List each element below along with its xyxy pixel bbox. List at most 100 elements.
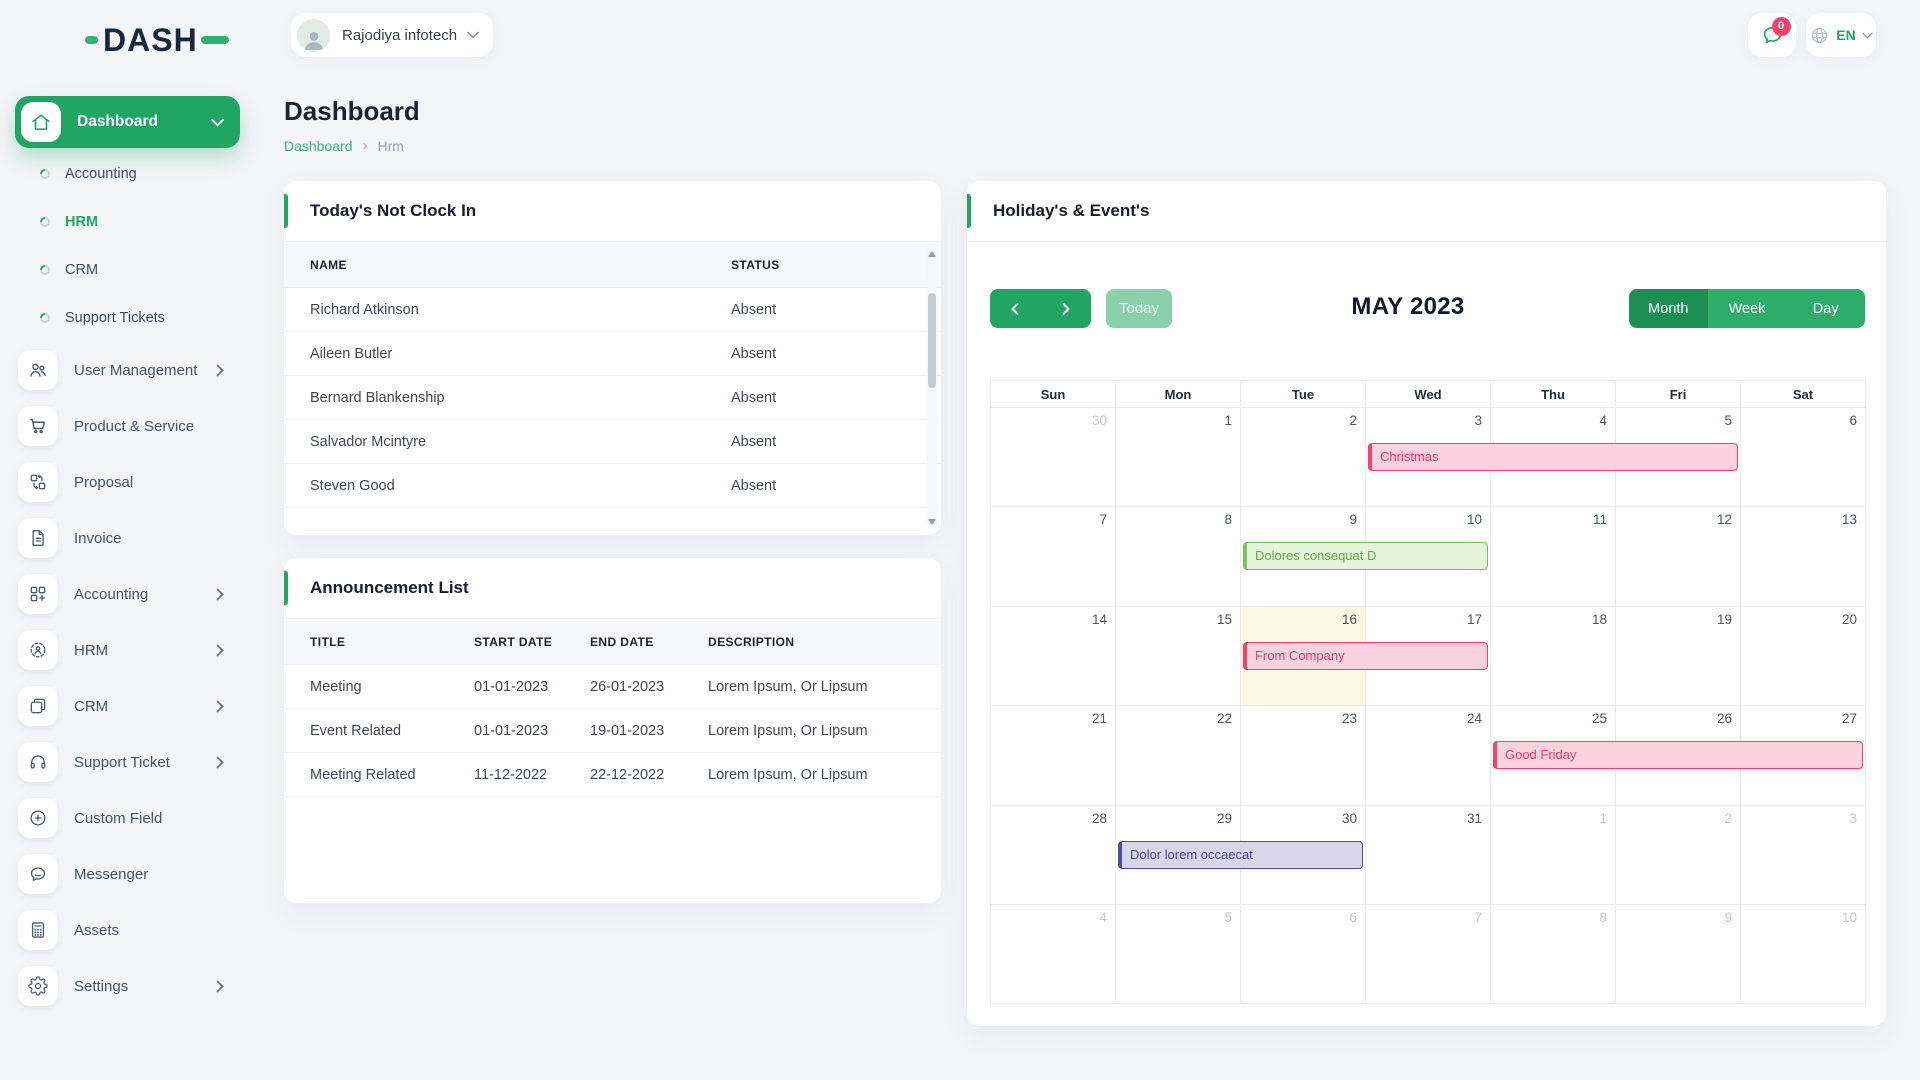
status-value: Absent bbox=[731, 345, 777, 362]
breadcrumb-dashboard-link[interactable]: Dashboard bbox=[284, 137, 353, 154]
sidebar-item-accounting[interactable]: Accounting bbox=[0, 566, 262, 622]
swap-boxes-icon bbox=[30, 474, 46, 490]
calendar-week-row: 21 22 23 24 25 26 27 Good Friday bbox=[991, 706, 1866, 806]
sidebar-item-crm-sub[interactable]: CRM bbox=[0, 246, 262, 294]
calendar-day-cell[interactable]: 4 bbox=[991, 904, 1116, 1005]
sidebar-item-label: HRM bbox=[65, 214, 99, 230]
calendar-event-christmas[interactable]: Christmas bbox=[1367, 443, 1738, 471]
card-title: Today's Not Clock In bbox=[310, 201, 477, 220]
calendar-day-cell[interactable]: 19 bbox=[1616, 606, 1741, 707]
sidebar-item-label: Proposal bbox=[74, 473, 134, 491]
calendar-week-row: 4 5 6 7 8 9 10 bbox=[991, 904, 1866, 1005]
sidebar-item-support-ticket[interactable]: Support Ticket bbox=[0, 734, 262, 790]
calendar-day-cell[interactable]: 14 bbox=[991, 606, 1116, 707]
sidebar-item-label: Dashboard bbox=[77, 113, 158, 130]
calendar-day-cell[interactable]: 31 bbox=[1366, 805, 1491, 905]
calendar-day-cell[interactable]: 8 bbox=[1116, 507, 1241, 607]
logo-accent-dash bbox=[200, 36, 229, 44]
vertical-scrollbar[interactable] bbox=[927, 247, 937, 529]
calendar-day-cell[interactable]: 8 bbox=[1491, 904, 1616, 1005]
scrollbar-down-arrow[interactable] bbox=[928, 519, 936, 525]
calendar-day-cell[interactable]: 20 bbox=[1741, 606, 1866, 707]
view-week-button[interactable]: Week bbox=[1707, 289, 1787, 328]
weekday-label: Mon bbox=[1116, 381, 1241, 408]
sidebar-item-assets[interactable]: Assets bbox=[0, 902, 262, 958]
company-selector[interactable]: Rajodiya infotech bbox=[291, 13, 494, 57]
view-day-button[interactable]: Day bbox=[1786, 289, 1865, 328]
calendar-day-cell[interactable]: 9 bbox=[1616, 904, 1741, 1005]
sidebar-item-support-tickets-sub[interactable]: Support Tickets bbox=[0, 294, 262, 342]
calendar-day-cell[interactable]: 11 bbox=[1491, 507, 1616, 607]
logo-accent-dot bbox=[85, 36, 98, 44]
sidebar-item-messenger[interactable]: Messenger bbox=[0, 846, 262, 902]
today-button[interactable]: Today bbox=[1106, 289, 1172, 328]
column-header-name: NAME bbox=[310, 257, 347, 272]
calendar-day-cell[interactable]: 24 bbox=[1366, 706, 1491, 806]
calendar-day-cell[interactable]: 17 bbox=[1366, 606, 1491, 707]
chevron-right-icon bbox=[1062, 302, 1070, 315]
calendar-day-cell[interactable]: 15 bbox=[1116, 606, 1241, 707]
calendar-day-cell[interactable]: 1 bbox=[1491, 805, 1616, 905]
column-header-description: DESCRIPTION bbox=[708, 634, 795, 649]
card-header: Today's Not Clock In bbox=[284, 181, 941, 242]
calendar-event-from-company[interactable]: From Company bbox=[1242, 641, 1488, 670]
calendar-day-cell[interactable]: 10 bbox=[1741, 904, 1866, 1005]
next-month-button[interactable] bbox=[1041, 289, 1092, 328]
sidebar-item-user-management[interactable]: User Management bbox=[0, 342, 262, 398]
sidebar-item-product-service[interactable]: Product & Service bbox=[0, 398, 262, 454]
sidebar-item-proposal[interactable]: Proposal bbox=[0, 454, 262, 510]
calendar-day-cell[interactable]: 6 bbox=[1241, 904, 1366, 1005]
calendar-day-cell[interactable]: 10 bbox=[1366, 507, 1491, 607]
sidebar-item-hrm[interactable]: HRM bbox=[0, 622, 262, 678]
calendar-day-cell[interactable]: 5 bbox=[1616, 408, 1741, 508]
calendar-day-cell[interactable]: 23 bbox=[1241, 706, 1366, 806]
calendar-day-cell[interactable]: 13 bbox=[1741, 507, 1866, 607]
scrollbar-thumb[interactable] bbox=[928, 293, 936, 388]
prev-month-button[interactable] bbox=[990, 289, 1041, 328]
calendar-day-cell[interactable]: 5 bbox=[1116, 904, 1241, 1005]
calendar-day-cell[interactable]: 27 bbox=[1741, 706, 1866, 806]
calendar-day-cell[interactable]: 12 bbox=[1616, 507, 1741, 607]
document-icon bbox=[32, 530, 44, 546]
calendar-day-cell[interactable]: 22 bbox=[1116, 706, 1241, 806]
bullet-icon bbox=[37, 214, 53, 230]
card-title: Holiday's & Event's bbox=[993, 201, 1150, 220]
calendar-day-cell[interactable]: 30 bbox=[991, 408, 1116, 508]
sidebar-item-accounting-sub[interactable]: Accounting bbox=[0, 150, 262, 198]
table-row: Salvador Mcintyre Absent bbox=[284, 420, 941, 464]
calendar-day-cell[interactable]: 2 bbox=[1616, 805, 1741, 905]
chevron-right-icon bbox=[216, 980, 224, 993]
calendar-day-cell[interactable]: 7 bbox=[991, 507, 1116, 607]
calendar-day-cell[interactable]: 1 bbox=[1116, 408, 1241, 508]
calendar-event-dolor[interactable]: Dolor lorem occaecat bbox=[1117, 840, 1363, 869]
view-month-button[interactable]: Month bbox=[1629, 289, 1708, 328]
sidebar-item-settings[interactable]: Settings bbox=[0, 958, 262, 1014]
messages-button[interactable]: 0 bbox=[1748, 13, 1796, 57]
sidebar-item-dashboard[interactable]: Dashboard bbox=[15, 96, 240, 148]
calendar-day-cell[interactable]: 21 bbox=[991, 706, 1116, 806]
calendar-day-cell[interactable]: 2 bbox=[1241, 408, 1366, 508]
sidebar-item-crm[interactable]: CRM bbox=[0, 678, 262, 734]
user-silhouette-icon bbox=[304, 31, 323, 50]
calendar-day-cell[interactable]: 18 bbox=[1491, 606, 1616, 707]
language-code: EN bbox=[1836, 27, 1856, 43]
calendar-day-cell[interactable]: 28 bbox=[991, 805, 1116, 905]
calendar-event-good-friday[interactable]: Good Friday bbox=[1492, 741, 1863, 770]
card-title: Announcement List bbox=[310, 578, 469, 597]
scrollbar-up-arrow[interactable] bbox=[928, 251, 936, 257]
app-logo[interactable]: DASH bbox=[85, 24, 229, 56]
sidebar-item-custom-field[interactable]: Custom Field bbox=[0, 790, 262, 846]
sidebar-item-invoice[interactable]: Invoice bbox=[0, 510, 262, 566]
cart-icon bbox=[30, 419, 45, 434]
chevron-right-icon bbox=[216, 700, 224, 713]
calendar-day-cell[interactable]: 30 bbox=[1241, 805, 1366, 905]
language-selector[interactable]: EN bbox=[1806, 13, 1876, 57]
calendar-day-cell[interactable]: 3 bbox=[1741, 805, 1866, 905]
calendar-view-switcher: Month Week Day bbox=[1629, 289, 1865, 328]
calendar-day-cell[interactable]: 7 bbox=[1366, 904, 1491, 1005]
sidebar-item-hrm-sub[interactable]: HRM bbox=[0, 198, 262, 246]
calendar-day-cell[interactable]: 6 bbox=[1741, 408, 1866, 508]
calendar-event-dolores[interactable]: Dolores consequat D bbox=[1242, 542, 1488, 571]
company-avatar bbox=[297, 18, 330, 52]
